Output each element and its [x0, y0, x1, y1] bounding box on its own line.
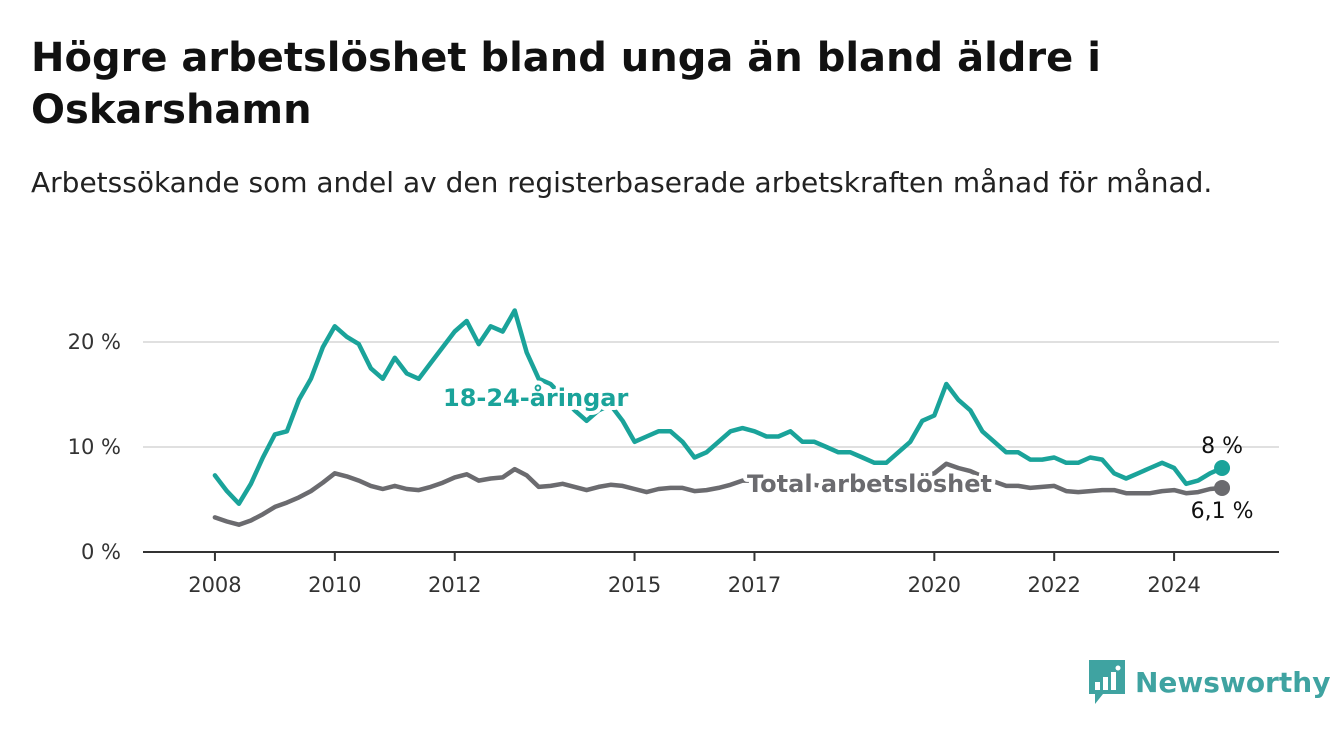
- series-end-point: [1214, 479, 1231, 496]
- x-axis: 2008 2010 2012 2015 2017 2020 2022 2024: [143, 551, 1279, 597]
- y-tick-label: 20 %: [68, 330, 121, 354]
- x-tick-label: 2020: [908, 573, 961, 597]
- brand-name: Newsworthy: [1135, 665, 1331, 699]
- series-line-total: [212, 461, 1225, 527]
- newsworthy-logo: Newsworthy: [1089, 660, 1330, 704]
- y-tick-label: 10 %: [68, 435, 121, 459]
- x-tick-label: 2024: [1147, 573, 1200, 597]
- x-tick-label: 2010: [308, 573, 361, 597]
- chart-subtitle: Arbetssökande som andel av den registerb…: [31, 166, 1213, 199]
- chart-title: Högre arbetslöshet bland unga än bland ä…: [31, 35, 1101, 133]
- x-tick-label: 2015: [608, 573, 661, 597]
- x-tick-label: 2017: [728, 573, 781, 597]
- series-label-youth: 18-24-åringar: [443, 383, 628, 412]
- series-end-point: [1214, 460, 1231, 476]
- x-tick-label: 2012: [428, 573, 481, 597]
- series-label-total-halo: Total arbetslöshet: [747, 470, 992, 498]
- series-labels: 8 %6,1 %18-24-åringar18-24-åringarTotal …: [439, 379, 1254, 524]
- series-lines: [212, 308, 1231, 527]
- series-line-youth: [212, 308, 1225, 506]
- series-label-total: Total arbetslöshet: [747, 470, 992, 498]
- bar-chart-logo-icon: [1089, 660, 1125, 704]
- gridlines: [143, 341, 1279, 448]
- x-tick-label: 2022: [1027, 573, 1080, 597]
- end-value-label-youth: 8 %: [1201, 434, 1243, 459]
- end-value-label-total: 6,1 %: [1191, 499, 1254, 524]
- series-label-youth-halo: 18-24-åringar: [443, 383, 628, 412]
- line-chart: 0 % 10 % 20 % 2008 2010 2012 2015 2017 2020 2022…: [68, 308, 1279, 597]
- y-tick-label: 0 %: [81, 540, 121, 564]
- y-axis-ticks: 0 % 10 % 20 %: [68, 330, 121, 564]
- x-tick-label: 2008: [188, 573, 241, 597]
